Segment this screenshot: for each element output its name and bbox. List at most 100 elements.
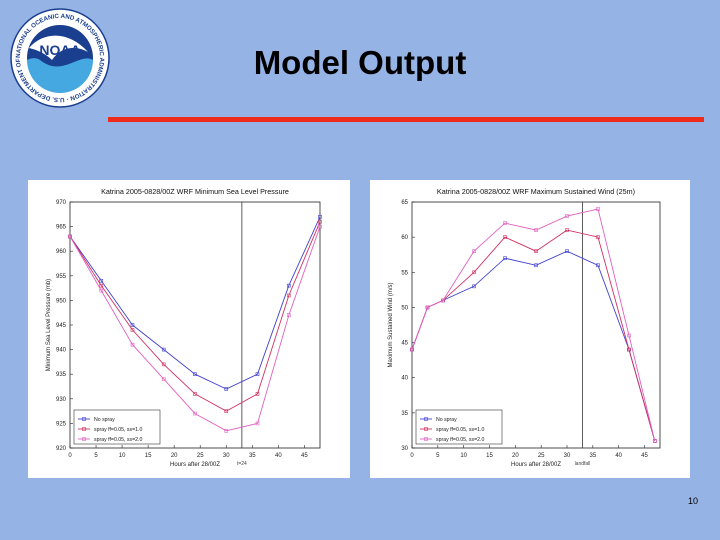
series-point-2	[130, 328, 135, 332]
x-tick-label: 5	[94, 453, 98, 459]
series-point-3	[410, 347, 414, 352]
x-tick-label: 35	[589, 453, 596, 459]
legend-marker-1	[82, 417, 86, 421]
legend-box	[73, 409, 161, 445]
series-point-3	[99, 288, 104, 293]
legend-marker-3	[424, 437, 428, 441]
legend-label-1: No spray	[94, 417, 115, 423]
legend-label-2: spray ff=0.05, ss=1.0	[436, 427, 484, 433]
legend-marker-3	[82, 437, 86, 441]
y-tick-label: 60	[401, 235, 408, 241]
series-line-2	[69, 221, 321, 412]
series-point-1	[130, 323, 135, 327]
x-tick-label: 10	[119, 453, 126, 459]
series-point-2	[565, 228, 569, 232]
y-tick-label: 925	[56, 421, 67, 427]
series-point-1	[472, 284, 476, 289]
series-point-1	[503, 256, 507, 261]
series-point-1	[286, 283, 291, 288]
pressure-chart: Katrina 2005-0828/00Z WRF Minimum Sea Le…	[46, 187, 322, 468]
series-point-2	[286, 293, 291, 298]
x-tick-label: 45	[641, 453, 648, 459]
series-point-1	[161, 347, 166, 352]
series-point-3	[472, 249, 476, 253]
series-point-1	[534, 263, 538, 268]
series-point-3	[441, 298, 445, 303]
x-tick-label: 35	[249, 453, 256, 459]
y-tick-label: 950	[56, 298, 67, 304]
y-tick-label: 970	[56, 200, 67, 206]
series-point-3	[286, 313, 291, 317]
series-point-1	[99, 278, 104, 283]
x-tick-label: 20	[171, 453, 178, 459]
legend-marker-1	[424, 417, 428, 421]
series-point-3	[565, 214, 569, 218]
series-point-1	[193, 372, 197, 376]
y-tick-label: 930	[56, 397, 67, 403]
series-point-3	[68, 234, 72, 239]
series-line-3	[69, 226, 321, 432]
title-rule	[108, 117, 704, 122]
x-tick-label: 15	[145, 453, 152, 459]
wind-chart: Katrina 2005-0828/00Z WRF Maximum Sustai…	[388, 187, 661, 468]
series-point-3	[130, 342, 135, 347]
series-point-3	[318, 224, 322, 229]
y-tick-label: 955	[56, 274, 67, 280]
x-tick-label: 0	[410, 453, 414, 459]
series-line-1	[69, 216, 321, 390]
x-tick-label: 10	[460, 453, 467, 459]
legend-label-3: spray ff=0.05, ss=2.0	[94, 437, 142, 443]
series-point-2	[224, 409, 229, 413]
series-point-2	[596, 235, 600, 239]
y-tick-label: 65	[401, 200, 408, 206]
series-point-2	[193, 392, 197, 396]
chart-title: Katrina 2005-0828/00Z WRF Minimum Sea Le…	[101, 187, 289, 196]
x-tick-label: 30	[223, 453, 230, 459]
series-point-3	[255, 421, 260, 426]
series-point-1	[255, 372, 260, 376]
page-number: 10	[688, 496, 699, 506]
vertical-marker-label: t=24	[237, 461, 247, 467]
legend-label-3: spray ff=0.05, ss=2.0	[436, 437, 484, 443]
x-axis-label: Hours after 28/00Z	[170, 462, 220, 468]
series-point-3	[503, 221, 507, 225]
y-tick-label: 40	[401, 376, 408, 382]
noaa-logo: NATIONAL OCEANIC AND ATMOSPHERIC ADMINIS…	[10, 8, 110, 108]
series-point-3	[224, 428, 229, 433]
chart-title: Katrina 2005-0828/00Z WRF Maximum Sustai…	[437, 187, 635, 196]
series-point-2	[161, 362, 166, 367]
series-point-3	[596, 207, 600, 211]
series-point-2	[503, 235, 507, 239]
y-tick-label: 935	[56, 372, 67, 378]
x-tick-label: 30	[564, 453, 571, 459]
x-tick-label: 25	[538, 453, 545, 459]
legend-box	[415, 409, 503, 445]
series-point-2	[534, 249, 538, 253]
series-point-2	[627, 347, 631, 352]
y-tick-label: 35	[401, 411, 408, 417]
plot-frame	[411, 201, 661, 449]
legend-label-1: No spray	[436, 417, 457, 423]
x-tick-label: 45	[301, 453, 308, 459]
x-tick-label: 0	[68, 453, 72, 459]
series-point-3	[534, 228, 538, 232]
y-tick-label: 940	[56, 348, 67, 354]
series-point-3	[627, 333, 631, 338]
x-tick-label: 40	[615, 453, 622, 459]
series-point-1	[318, 214, 322, 219]
series-point-2	[255, 392, 260, 396]
pressure-chart-panel: Katrina 2005-0828/00Z WRF Minimum Sea Le…	[28, 180, 350, 478]
legend-marker-2	[82, 427, 86, 431]
y-axis-label: Minimum Sea Level Pressure (mb)	[46, 279, 52, 371]
series-point-2	[472, 270, 476, 275]
x-axis-label: Hours after 28/00Z	[511, 462, 561, 468]
series-point-3	[161, 377, 166, 381]
series-point-1	[224, 387, 229, 391]
x-tick-label: 20	[512, 453, 519, 459]
vertical-marker-label: landfall	[575, 461, 591, 467]
series-point-3	[653, 439, 657, 443]
y-tick-label: 50	[401, 305, 408, 311]
series-point-1	[565, 249, 569, 253]
series-point-1	[596, 263, 600, 268]
y-tick-label: 920	[56, 446, 67, 452]
